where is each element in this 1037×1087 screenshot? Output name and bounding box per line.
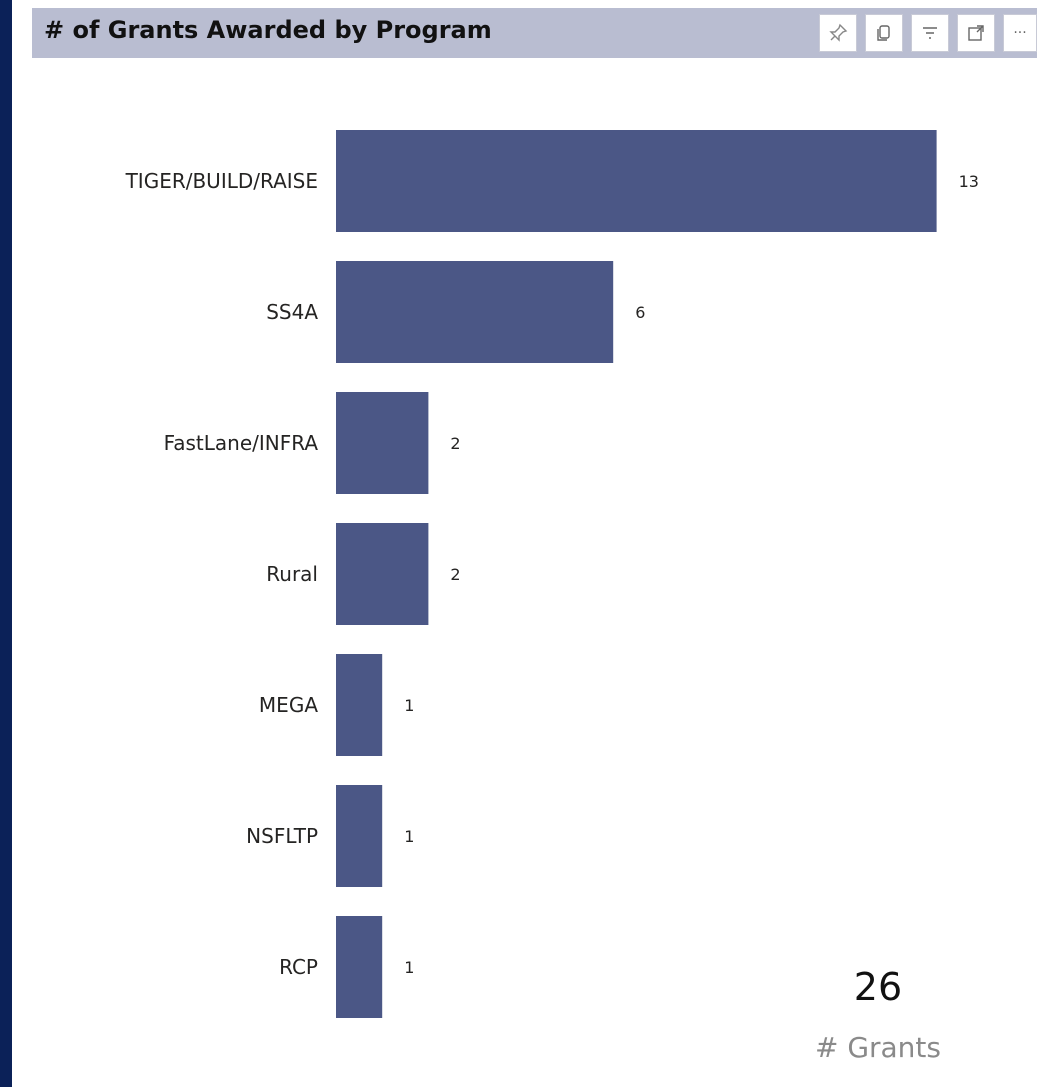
visual-toolbar: ···: [819, 14, 1037, 52]
bar-tiger-build-raise[interactable]: [336, 130, 937, 232]
kpi-card: 26 # Grants: [815, 965, 941, 1064]
pin-icon: [829, 23, 848, 42]
category-label: RCP: [279, 955, 318, 979]
category-label: SS4A: [266, 300, 318, 324]
category-label: MEGA: [259, 693, 318, 717]
bar-chart: TIGER/BUILD/RAISE 13 SS4A 6 FastLane/INFRA 2 R…: [125, 130, 979, 1018]
chart-title: # of Grants Awarded by Program: [44, 16, 492, 44]
category-label: FastLane/INFRA: [164, 431, 319, 455]
more-options-icon: ···: [1013, 25, 1027, 41]
data-label: 2: [450, 434, 460, 453]
bar-ss4a[interactable]: [336, 261, 614, 363]
data-label: 13: [959, 172, 979, 191]
kpi-label: # Grants: [814, 1031, 941, 1064]
category-label: TIGER/BUILD/RAISE: [125, 169, 318, 193]
category-label: Rural: [266, 562, 318, 586]
data-label: 1: [404, 958, 414, 977]
visual-container[interactable]: # of Grants Awarded by Program ···: [12, 0, 1037, 1087]
copy-button[interactable]: [865, 14, 903, 52]
data-label: 2: [450, 565, 460, 584]
focus-mode-icon: [968, 25, 984, 41]
category-label: NSFLTP: [246, 824, 318, 848]
bar-mega[interactable]: [336, 654, 383, 756]
pin-button[interactable]: [819, 14, 857, 52]
data-label: 1: [404, 696, 414, 715]
filter-icon: [923, 27, 937, 39]
copy-icon: [877, 25, 890, 41]
bar-rcp[interactable]: [336, 916, 383, 1018]
bar-rural[interactable]: [336, 523, 429, 625]
data-label: 1: [404, 827, 414, 846]
bar-nsfltp[interactable]: [336, 785, 383, 887]
bar-fastlane-infra[interactable]: [336, 392, 429, 494]
focus-mode-button[interactable]: [957, 14, 995, 52]
kpi-value: 26: [853, 965, 903, 1009]
visual-header: # of Grants Awarded by Program ···: [32, 8, 1037, 58]
data-label: 6: [635, 303, 645, 322]
filter-button[interactable]: [911, 14, 949, 52]
more-options-button[interactable]: ···: [1003, 14, 1037, 52]
